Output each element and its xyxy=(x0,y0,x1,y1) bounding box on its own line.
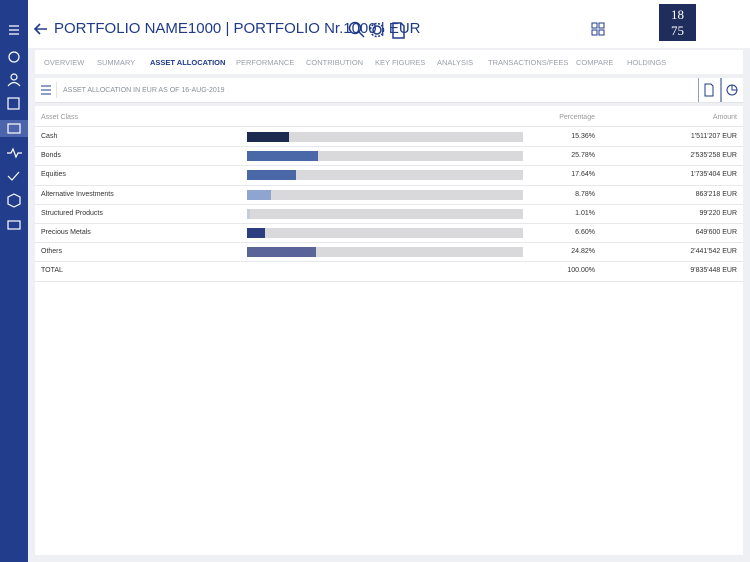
allocation-table: Asset Class Percentage Amount Cash 15.36% 1'5… xyxy=(35,106,743,555)
sidebar-icons xyxy=(0,25,28,230)
amount: 2'535'258 EUR xyxy=(690,152,737,160)
total-amount: 9'835'448 EUR xyxy=(690,267,737,275)
column-header: Percentage xyxy=(559,114,595,121)
row-line xyxy=(35,280,743,282)
amount: 1'511'207 EUR xyxy=(690,133,737,140)
bar-track xyxy=(247,189,523,200)
sidebar xyxy=(0,0,28,562)
percentage: 17.64% xyxy=(571,171,595,179)
logo: 18 75 xyxy=(659,4,696,41)
bar xyxy=(247,132,290,142)
row-line xyxy=(35,165,743,167)
tab[interactable]: HOLDINGS xyxy=(627,58,667,67)
tab-bar: OVERVIEW SUMMARY ASSET ALLOCATION PERFORMAN… xyxy=(35,50,743,74)
asset-class: Precious Metals xyxy=(41,229,91,236)
column-header: Asset Class xyxy=(41,114,78,121)
logo-bottom: 75 xyxy=(671,23,684,38)
percentage: 24.82% xyxy=(571,248,595,256)
grid-button[interactable] xyxy=(591,22,605,36)
bar-track xyxy=(247,170,523,181)
asset-class: Equities xyxy=(41,171,66,179)
bar xyxy=(247,170,296,181)
tab[interactable]: ANALYSIS xyxy=(437,58,474,67)
title: PORTFOLIO NAME1000 | PORTFOLIO Nr.1000 |… xyxy=(54,20,421,37)
amount: 99'220 EUR xyxy=(699,209,737,217)
tab[interactable]: PERFORMANCE xyxy=(236,58,295,67)
tab[interactable]: TRANSACTIONS/FEES xyxy=(488,58,569,67)
row-line xyxy=(35,184,743,186)
bar-track xyxy=(247,228,523,238)
tab[interactable]: SUMMARY xyxy=(97,58,136,67)
column-header: Amount xyxy=(712,114,737,121)
asset-class: Cash xyxy=(41,133,58,140)
menu-button[interactable] xyxy=(40,85,52,95)
row-line xyxy=(35,126,743,127)
percentage: 25.78% xyxy=(571,152,595,160)
total-label: TOTAL xyxy=(41,267,63,275)
row-line xyxy=(35,203,743,205)
asset-class: Alternative Investments xyxy=(41,190,114,198)
toolbar-actions[interactable] xyxy=(698,78,743,102)
asset-class: Others xyxy=(41,248,63,256)
toolbar: ASSET ALLOCATION IN EUR AS OF 16-AUG-201… xyxy=(35,78,743,103)
header xyxy=(28,0,750,48)
bar-track xyxy=(247,247,523,258)
row-line xyxy=(35,146,743,148)
tab[interactable]: KEY FIGURES xyxy=(375,58,426,67)
tab[interactable]: ASSET ALLOCATION xyxy=(150,58,226,67)
back-button[interactable] xyxy=(33,22,49,36)
bar xyxy=(247,228,266,238)
bar xyxy=(247,151,319,162)
row-line xyxy=(35,261,743,263)
bar xyxy=(247,247,316,258)
amount: 2'441'542 EUR xyxy=(690,248,737,256)
percentage: 1.01% xyxy=(575,209,595,217)
asset-class: Bonds xyxy=(41,152,61,160)
row-line xyxy=(35,223,743,224)
percentage: 8.78% xyxy=(575,190,595,198)
tab[interactable]: CONTRIBUTION xyxy=(306,58,364,67)
bar-track xyxy=(247,208,523,219)
asset-class: Structured Products xyxy=(41,209,103,217)
toolbar-caption: ASSET ALLOCATION IN EUR AS OF 16-AUG-201… xyxy=(63,87,225,94)
amount: 1'735'404 EUR xyxy=(690,171,737,179)
bar xyxy=(247,208,250,219)
header-actions[interactable] xyxy=(348,21,408,39)
tab[interactable]: OVERVIEW xyxy=(44,58,85,67)
bar xyxy=(247,189,272,200)
logo-top: 18 xyxy=(671,7,684,22)
amount: 863'218 EUR xyxy=(695,190,737,198)
amount: 649'600 EUR xyxy=(695,229,737,236)
total-percentage: 100.00% xyxy=(567,267,595,275)
percentage: 15.36% xyxy=(571,133,595,140)
bar-track xyxy=(247,151,523,162)
bar-track xyxy=(247,132,523,142)
row-line xyxy=(35,242,743,244)
percentage: 6.60% xyxy=(575,229,595,236)
tab[interactable]: COMPARE xyxy=(576,58,614,67)
